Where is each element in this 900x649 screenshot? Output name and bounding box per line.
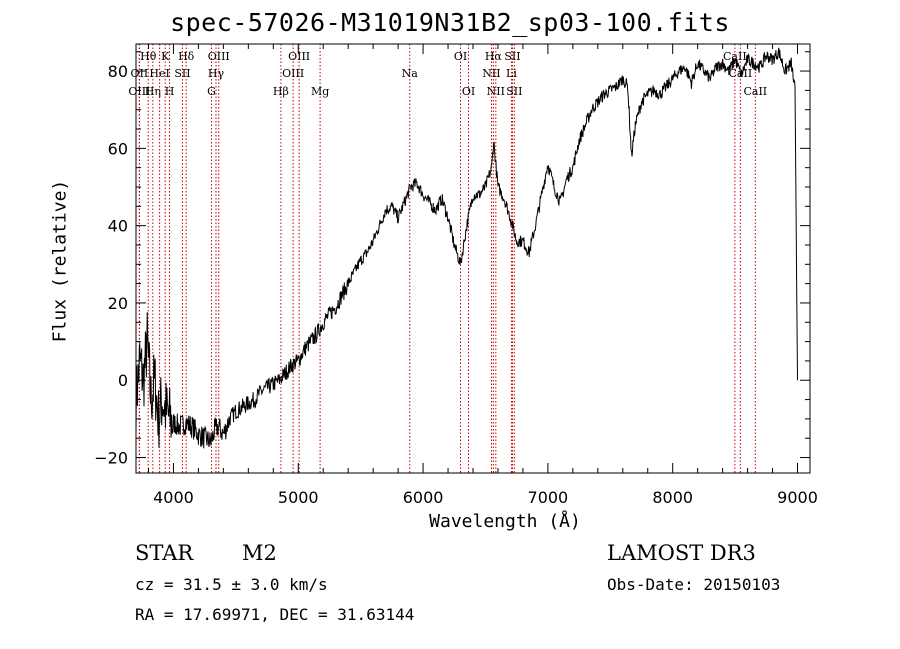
coordinates: RA = 17.69971, DEC = 31.63144 bbox=[135, 605, 415, 624]
x-tick-label: 5000 bbox=[278, 488, 319, 507]
x-tick-label: 6000 bbox=[403, 488, 444, 507]
spectral-line-label-21: NII bbox=[487, 85, 505, 98]
y-tick-label: 80 bbox=[108, 62, 128, 81]
y-tick-label: 60 bbox=[108, 139, 128, 158]
flux-series bbox=[135, 47, 798, 449]
redshift-value: cz = 31.5 ± 3.0 km/s bbox=[135, 575, 328, 594]
spectral-line-label-14: OIII bbox=[282, 67, 304, 80]
spectral-line-label-15: Mg bbox=[311, 85, 329, 98]
flux-line bbox=[135, 47, 798, 449]
spectral-line-label-10: Hγ bbox=[208, 67, 225, 80]
y-tick-label: −20 bbox=[94, 449, 128, 468]
spectral-line-label-16: Na bbox=[402, 67, 419, 80]
spectral-line-label-25: CaII bbox=[723, 50, 747, 63]
spectral-line-label-13: OIII bbox=[288, 50, 310, 63]
object-subclass: M2 bbox=[242, 541, 277, 565]
spectral-line-label-9: OIII bbox=[208, 50, 230, 63]
spectral-line-label-1: OII bbox=[131, 67, 149, 80]
plot-frame bbox=[135, 43, 811, 474]
y-tick-label: 0 bbox=[118, 371, 128, 390]
spectral-line-label-19: Hα bbox=[485, 50, 503, 63]
spectral-line-markers bbox=[138, 44, 756, 473]
y-axis-label: Flux (relative) bbox=[49, 179, 71, 343]
object-class: STAR bbox=[135, 541, 194, 565]
spectral-line-label-24: SII bbox=[506, 85, 522, 98]
spectral-line-label-6: SII bbox=[174, 67, 190, 80]
spectral-line-label-5: Hη bbox=[145, 85, 161, 98]
spectral-line-label-27: CaII bbox=[743, 85, 767, 98]
spectral-line-label-26: CaII bbox=[729, 67, 753, 80]
spectral-line-label-22: SII bbox=[504, 50, 520, 63]
x-axis-label: Wavelength (Å) bbox=[429, 511, 581, 532]
y-tick-label: 40 bbox=[108, 217, 128, 236]
spectral-line-label-0: Hθ bbox=[140, 50, 157, 63]
x-tick-label: 8000 bbox=[652, 488, 693, 507]
spectral-line-label-20: NII bbox=[482, 67, 500, 80]
axis-ticks: 4000 5000 6000 7000 8000 9000 −20 0 20 40 60 80 bbox=[94, 44, 818, 507]
spectral-line-label-17: OI bbox=[454, 50, 467, 63]
plot-axes bbox=[135, 43, 811, 474]
x-tick-label: 4000 bbox=[153, 488, 194, 507]
spectral-line-label-11: G bbox=[207, 85, 216, 98]
spectral-line-label-12: Hβ bbox=[273, 85, 289, 98]
x-tick-label: 9000 bbox=[777, 488, 818, 507]
y-tick-label: 20 bbox=[108, 294, 128, 313]
survey-name: LAMOST DR3 bbox=[607, 541, 756, 565]
spectral-line-label-18: OI bbox=[462, 85, 475, 98]
spectral-line-label-8: Hδ bbox=[178, 50, 195, 63]
spectral-line-label-7: H bbox=[165, 85, 175, 98]
spectral-line-label-23: Li bbox=[506, 67, 517, 80]
spectral-line-labels: Hθ OII OIII K HeI Hη SII H Hδ OIII Hγ G Hβ OIII OIII Mg… bbox=[128, 50, 767, 98]
chart-title: spec-57026-M31019N31B2_sp03-100.fits bbox=[170, 8, 730, 37]
spectral-line-label-3: K bbox=[161, 50, 170, 63]
x-tick-label: 7000 bbox=[528, 488, 569, 507]
spectral-line-label-4: HeI bbox=[149, 67, 169, 80]
spectral-line-label-2: OIII bbox=[128, 85, 150, 98]
obs-date: Obs-Date: 20150103 bbox=[607, 575, 781, 594]
